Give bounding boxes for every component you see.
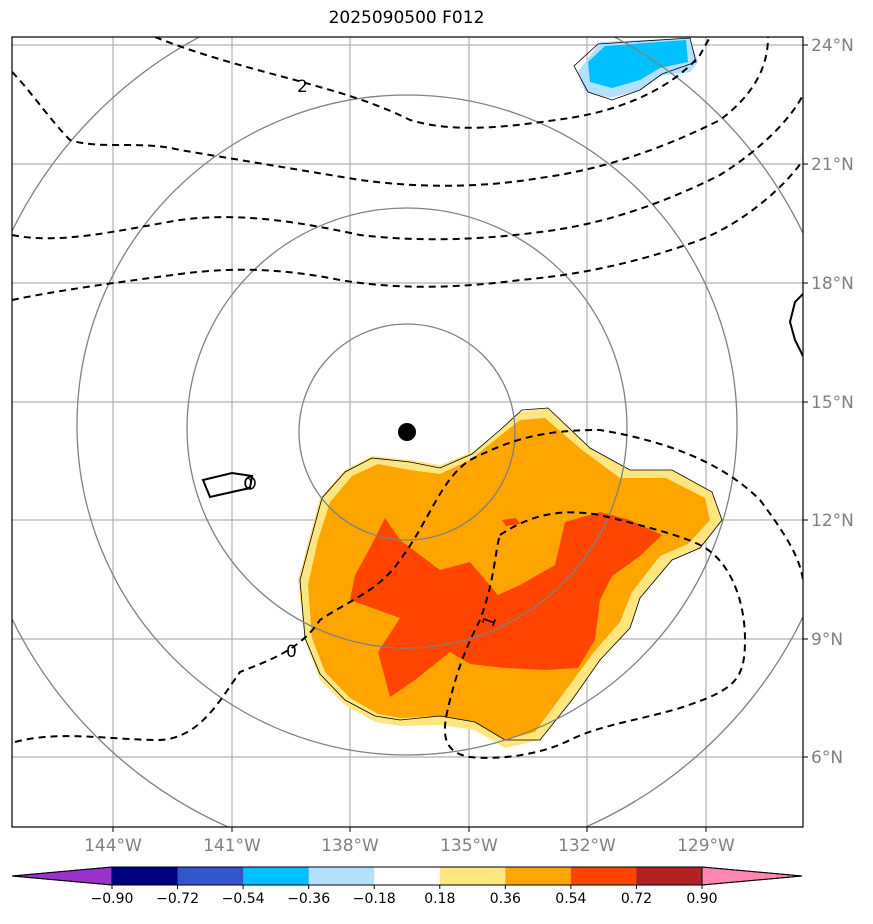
contour-label-0-island: 0: [244, 477, 252, 492]
range-rings: [12, 37, 803, 827]
lon-label-132w: 132°W: [558, 836, 616, 856]
lat-label-21n: 21°N: [811, 155, 854, 175]
colorbar-segment: [308, 867, 375, 885]
islet-outline: [244, 476, 256, 490]
colorbar-tick-label: 0.54: [555, 891, 586, 907]
lon-ticks: [112, 827, 707, 832]
coast-east: [788, 293, 803, 357]
colorbar-segment: [243, 867, 310, 885]
lat-ticks: [803, 44, 808, 758]
contour-2: [12, 37, 769, 187]
map-title: 2025090500 F012: [328, 8, 485, 28]
colorbar-tick-label: 0.72: [621, 891, 652, 907]
colorbar-tick-label: −0.18: [353, 891, 396, 907]
range-ring-2: [186, 207, 628, 649]
colorbar-tick-label: 0.36: [490, 891, 521, 907]
lon-label-129w: 129°W: [677, 836, 735, 856]
shading-positive: [298, 408, 722, 748]
colorbar: −0.90 −0.72 −0.54 −0.36 −0.18 0.18 0.36 0.54 0.7…: [11, 866, 803, 907]
colorbar-segment: [374, 867, 441, 885]
contour-3: [12, 94, 803, 241]
contour-1: [443, 511, 747, 759]
colorbar-segment: [636, 867, 703, 885]
lon-label-135w: 135°W: [440, 836, 498, 856]
contour-label-2: 2: [297, 77, 308, 97]
coastlines: [201, 293, 803, 499]
contour-0: [14, 428, 803, 743]
colorbar-segment: [112, 867, 179, 885]
colorbar-segment: [177, 867, 244, 885]
range-ring-3: [76, 94, 738, 756]
lat-label-18n: 18°N: [811, 274, 854, 294]
shading-outline: [299, 407, 723, 741]
colorbar-segment: [505, 867, 572, 885]
colorbar-tick-label: −0.90: [91, 891, 134, 907]
colorbar-extend-high: [701, 866, 803, 886]
storm-center-marker: [398, 423, 416, 441]
contour-4: [12, 159, 803, 301]
contour-top: [154, 37, 711, 129]
contour-label-0-main: 0: [286, 642, 297, 662]
lon-label-141w: 141°W: [203, 836, 261, 856]
lat-label-6n: 6°N: [811, 748, 843, 768]
colorbar-segment: [570, 867, 637, 885]
shading-neg-outline: [573, 37, 697, 101]
lat-label-9n: 9°N: [811, 630, 843, 650]
colorbar-tick-label: −0.72: [156, 891, 199, 907]
lat-label-24n: 24°N: [811, 36, 854, 56]
colorbar-extend-low: [11, 866, 113, 886]
lon-label-144w: 144°W: [84, 836, 142, 856]
colorbar-tick-label: 0.18: [424, 891, 455, 907]
lon-label-138w: 138°W: [321, 836, 379, 856]
dashed-contours: [12, 37, 803, 759]
colorbar-tick-label: −0.36: [287, 891, 330, 907]
colorbar-segment: [439, 867, 506, 885]
lat-label-12n: 12°N: [811, 511, 854, 531]
lon-labels: 144°W 141°W 138°W 135°W 132°W 129°W: [84, 836, 735, 856]
shading-negative: [573, 37, 698, 101]
range-ring-1: [298, 323, 516, 541]
lat-label-15n: 15°N: [811, 393, 854, 413]
shading-minus-0.36: [588, 40, 688, 88]
map-frame: [11, 36, 804, 828]
colorbar-tick-label: −0.54: [222, 891, 265, 907]
colorbar-tick-label: 0.90: [686, 891, 717, 907]
gridlines: [12, 37, 803, 827]
lat-labels: 24°N 21°N 18°N 15°N 12°N 9°N 6°N: [811, 36, 854, 768]
island-outline: [201, 471, 254, 499]
